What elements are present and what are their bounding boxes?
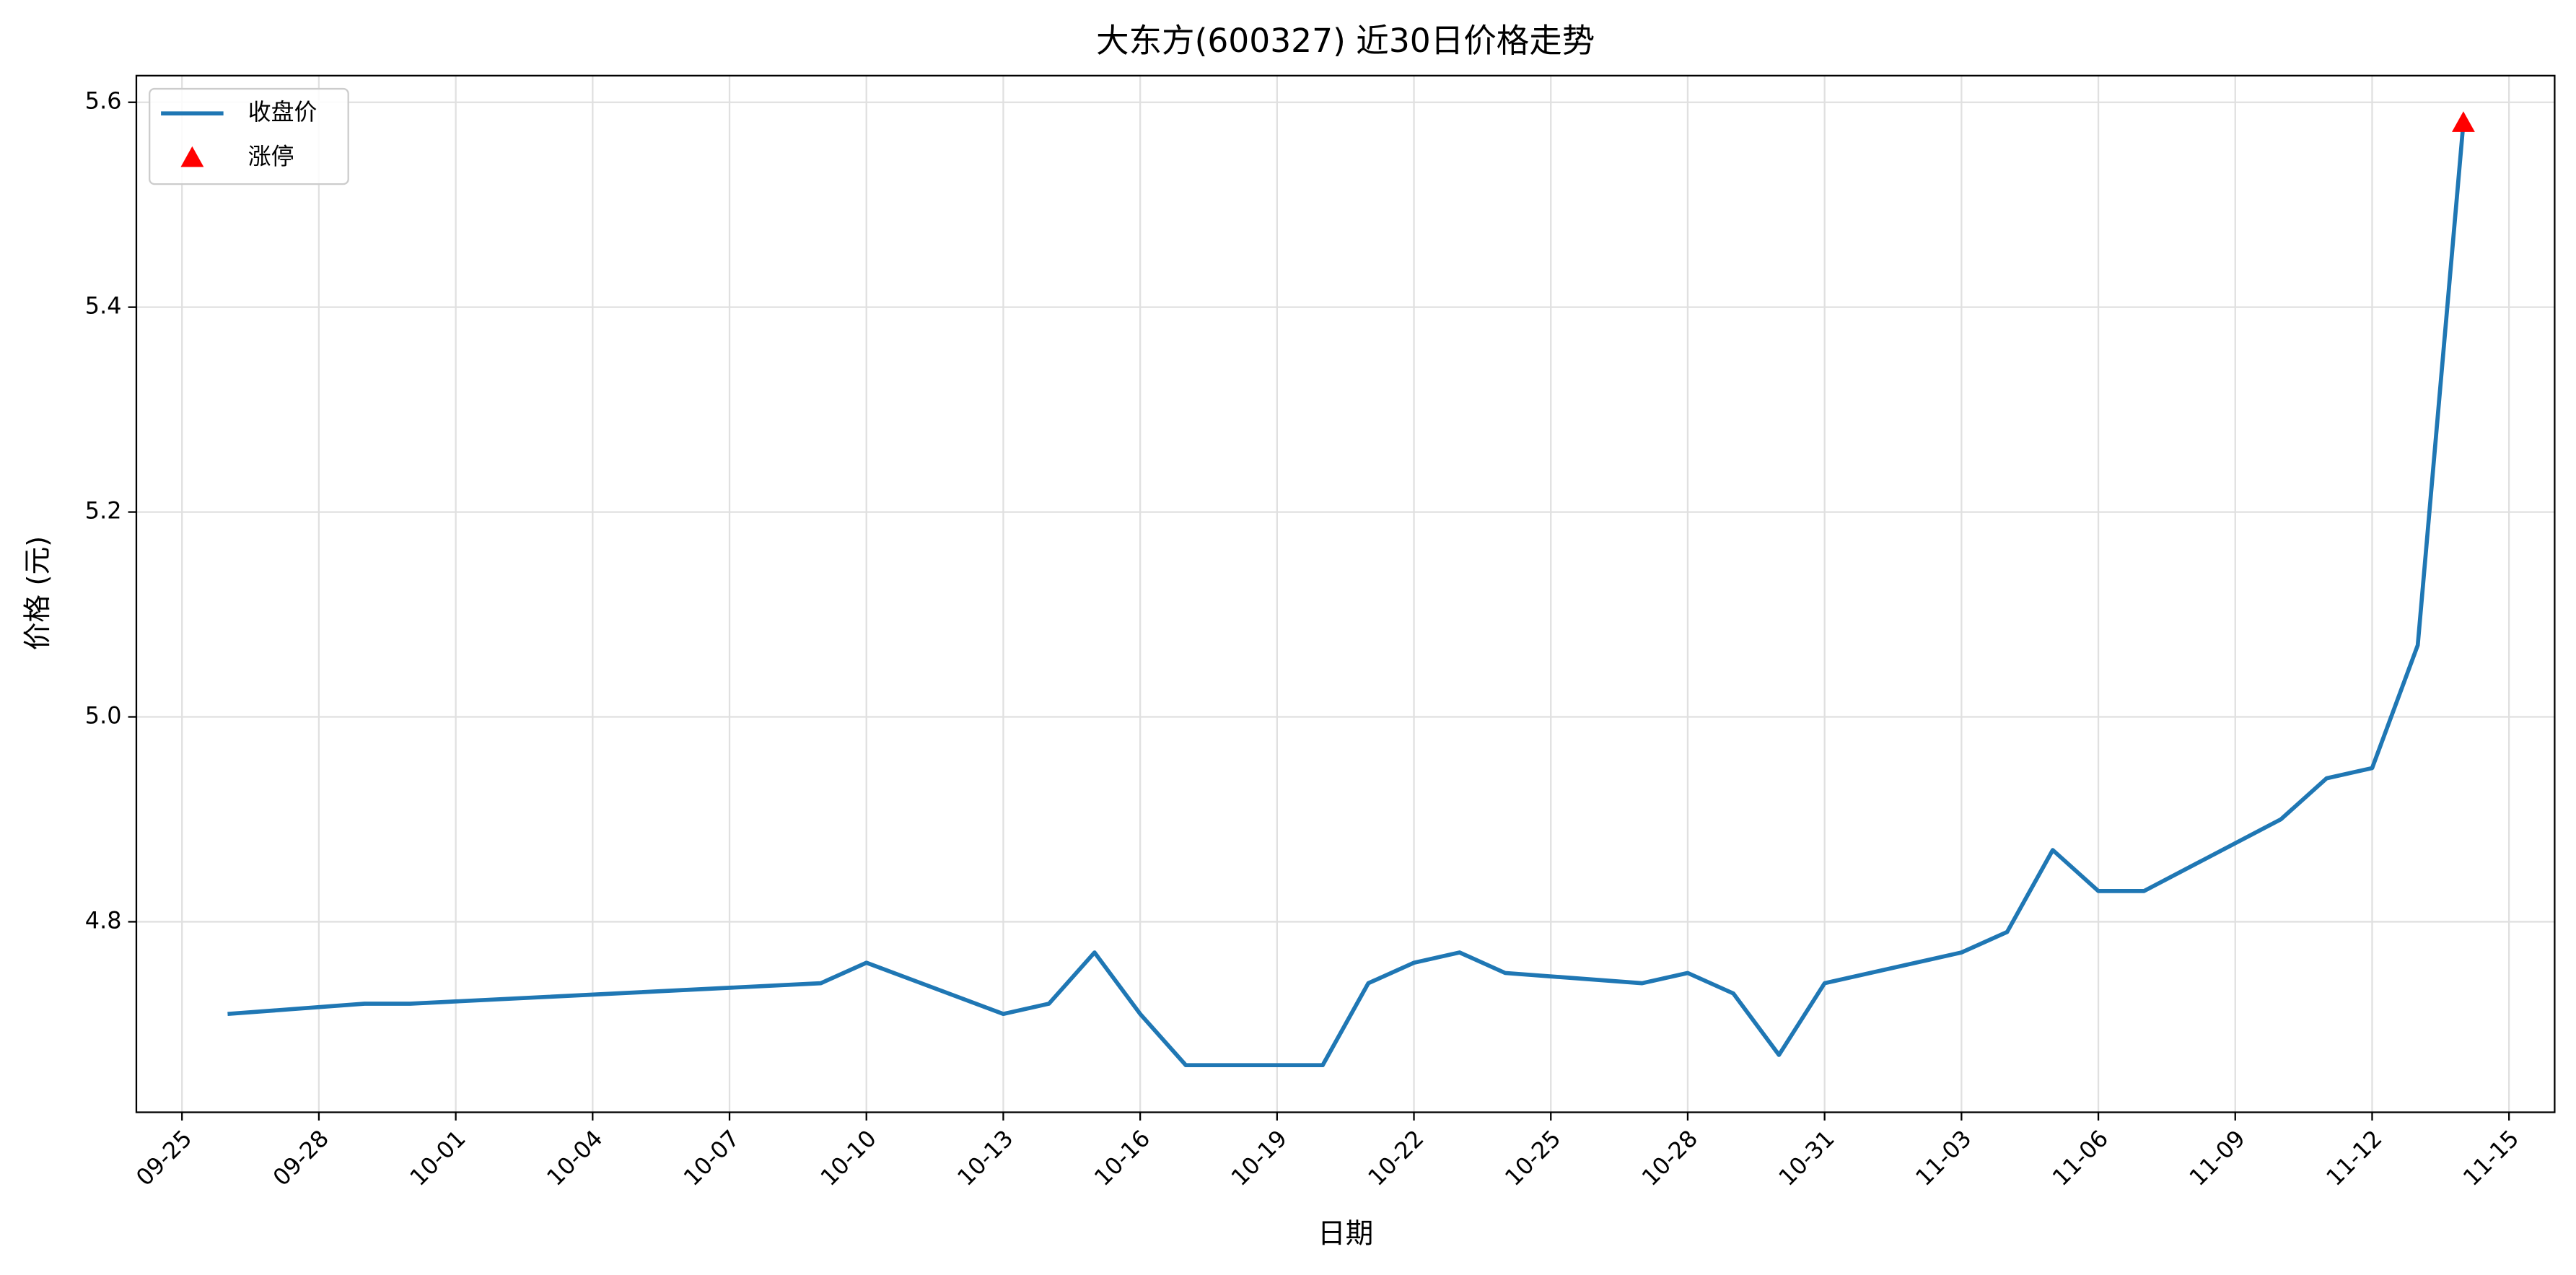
y-tick-label: 5.2 xyxy=(85,497,122,525)
y-axis-label: 价格 (元) xyxy=(22,536,54,651)
limit-up-marker xyxy=(2451,111,2475,132)
y-tick-label: 5.4 xyxy=(85,292,122,320)
price-line xyxy=(227,122,2466,1068)
legend-label: 涨停 xyxy=(248,143,294,170)
plot-frame xyxy=(135,74,2556,1113)
y-tick-label: 4.8 xyxy=(85,906,122,934)
y-tick-label: 5.6 xyxy=(85,87,122,115)
chart-title: 大东方(600327) 近30日价格走势 xyxy=(1096,22,1595,60)
y-tick-label: 5.0 xyxy=(85,702,122,729)
x-axis-label: 日期 xyxy=(1318,1218,1373,1250)
legend-swatch xyxy=(180,146,204,167)
legend-label: 收盘价 xyxy=(248,98,317,126)
